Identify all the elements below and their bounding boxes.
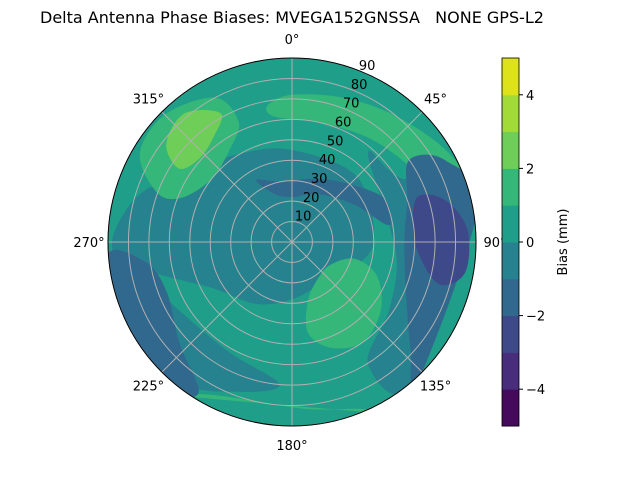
colorbar-label: Bias (mm) (556, 209, 571, 276)
contour-region (173, 393, 384, 413)
radial-tick-label: 50 (327, 134, 344, 149)
radial-tick-label: 30 (311, 172, 328, 187)
theta-tick-label: 90° (483, 236, 506, 251)
contour-region (108, 249, 199, 398)
contour-region (305, 258, 382, 349)
colorbar-band (502, 131, 519, 169)
colorbar-tick-label: 2 (526, 162, 534, 177)
colorbar-band (502, 278, 519, 317)
theta-tick-label: 270° (73, 236, 104, 251)
colorbar-band (502, 58, 519, 96)
colorbar-band (502, 205, 519, 243)
colorbar-band (502, 94, 519, 133)
contour-region (256, 178, 392, 226)
chart-title: Delta Antenna Phase Biases: MVEGA152GNSS… (40, 8, 544, 27)
colorbar-band (502, 389, 519, 427)
angular-gridline (161, 111, 423, 373)
theta-tick-label: 225° (133, 380, 164, 395)
radial-tick-label: 40 (319, 153, 336, 168)
colorbar-band (502, 242, 519, 280)
theta-tick-label: 45° (424, 92, 447, 107)
colorbar-band (502, 315, 519, 353)
radial-tick-label: 90 (359, 59, 376, 74)
radial-tick-label: 70 (343, 97, 360, 112)
polar-grid (107, 57, 477, 427)
theta-tick-label: 315° (133, 92, 164, 107)
radial-tick-label: 60 (335, 116, 352, 131)
colorbar-tick-label: 4 (526, 89, 534, 104)
radial-tick-label: 10 (295, 210, 312, 225)
theta-tick-label: 0° (285, 33, 300, 48)
plot-boundary (107, 57, 477, 427)
radial-tick-label: 80 (351, 78, 368, 93)
colorbar-tick-label: 0 (526, 236, 534, 251)
colorbar: −4 −2 0 2 4 Bias (mm) (501, 57, 571, 427)
axis-labels: 0° 45° 90° 135° 180° 225° 270° 315° 10 20 30 40 50 60… (73, 33, 506, 454)
colorbar-tick-label: −4 (526, 383, 545, 398)
colorbar-band (502, 168, 519, 206)
radial-tick-label: 20 (303, 191, 320, 206)
colorbar-tick-label: −2 (526, 310, 545, 325)
contour-region (412, 194, 470, 286)
contour-region (166, 110, 223, 170)
theta-tick-label: 135° (420, 380, 451, 395)
theta-tick-label: 180° (276, 439, 307, 454)
colorbar-band (502, 352, 519, 390)
